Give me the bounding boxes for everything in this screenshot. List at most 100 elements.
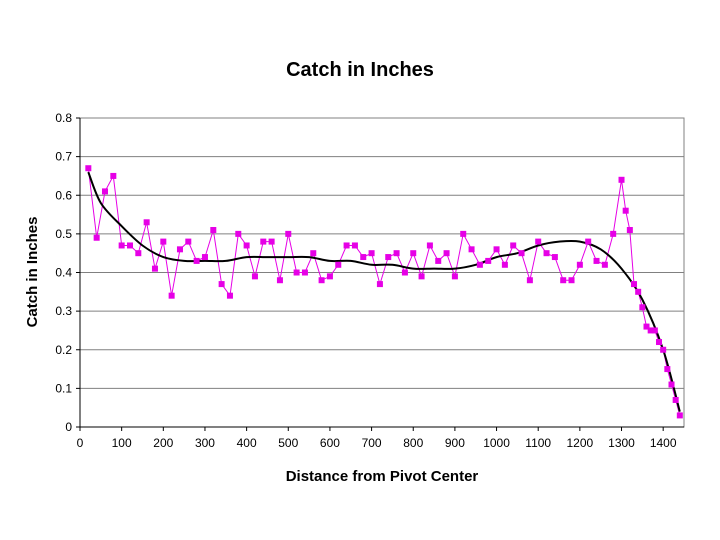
data-point bbox=[318, 277, 325, 284]
data-point bbox=[410, 250, 417, 257]
y-tick-label: 0.8 bbox=[55, 111, 72, 125]
data-point bbox=[251, 273, 258, 280]
data-point bbox=[243, 242, 250, 249]
data-point bbox=[326, 273, 333, 280]
data-point bbox=[535, 238, 542, 245]
data-point bbox=[551, 254, 558, 261]
plot-area: 0 0.1 0.2 0.3 0.4 0.5 0.6 0.7 0.8 0 100 200 300 400 50… bbox=[55, 111, 685, 450]
data-point bbox=[351, 242, 358, 249]
x-tick-label: 300 bbox=[195, 436, 215, 450]
x-tick-label: 1400 bbox=[650, 436, 677, 450]
x-tick-label: 1100 bbox=[525, 436, 551, 450]
data-point bbox=[210, 227, 217, 234]
data-point bbox=[218, 281, 225, 288]
data-point bbox=[664, 366, 671, 373]
data-point bbox=[635, 288, 642, 295]
x-tick-label: 200 bbox=[153, 436, 173, 450]
x-tick-label: 1200 bbox=[567, 436, 594, 450]
x-tick-label: 900 bbox=[445, 436, 465, 450]
data-point bbox=[293, 269, 300, 276]
data-point bbox=[622, 207, 629, 214]
data-point bbox=[160, 238, 167, 245]
data-point bbox=[501, 261, 508, 268]
y-tick-label: 0.7 bbox=[55, 150, 72, 164]
x-axis-label: Distance from Pivot Center bbox=[286, 468, 479, 485]
y-tick-label: 0.3 bbox=[55, 304, 72, 318]
data-point bbox=[401, 269, 408, 276]
data-point bbox=[651, 327, 658, 334]
data-point bbox=[126, 242, 133, 249]
data-point bbox=[301, 269, 308, 276]
data-point bbox=[335, 261, 342, 268]
y-tick-label: 0.2 bbox=[55, 343, 72, 357]
data-point bbox=[618, 176, 625, 183]
data-point bbox=[526, 277, 533, 284]
data-point bbox=[543, 250, 550, 257]
y-tick-label: 0 bbox=[65, 420, 72, 434]
data-point bbox=[460, 230, 467, 237]
data-point bbox=[260, 238, 267, 245]
data-point bbox=[643, 323, 650, 330]
data-point bbox=[360, 254, 367, 261]
data-point bbox=[85, 165, 92, 172]
x-tick-label: 800 bbox=[403, 436, 423, 450]
y-axis-label: Catch in Inches bbox=[24, 217, 41, 328]
data-point bbox=[568, 277, 575, 284]
data-point bbox=[168, 292, 175, 299]
data-point bbox=[368, 250, 375, 257]
data-point bbox=[626, 227, 633, 234]
data-point bbox=[560, 277, 567, 284]
data-point bbox=[601, 261, 608, 268]
data-point bbox=[510, 242, 517, 249]
data-point bbox=[610, 230, 617, 237]
data-point bbox=[118, 242, 125, 249]
data-point bbox=[310, 250, 317, 257]
data-point bbox=[631, 281, 638, 288]
x-tick-label: 400 bbox=[237, 436, 257, 450]
data-point bbox=[493, 246, 500, 253]
y-tick-label: 0.1 bbox=[55, 381, 72, 395]
x-tick-label: 100 bbox=[112, 436, 132, 450]
data-point bbox=[376, 281, 383, 288]
data-point bbox=[143, 219, 150, 226]
y-tick-label: 0.4 bbox=[55, 266, 72, 280]
x-tick-label: 700 bbox=[362, 436, 382, 450]
data-point bbox=[576, 261, 583, 268]
data-point bbox=[151, 265, 158, 272]
trendline bbox=[87, 171, 681, 412]
data-point bbox=[660, 346, 667, 353]
x-tick-label: 0 bbox=[77, 436, 84, 450]
x-tick-label: 1000 bbox=[483, 436, 510, 450]
data-point bbox=[668, 381, 675, 388]
data-point bbox=[585, 238, 592, 245]
data-point bbox=[176, 246, 183, 253]
data-point bbox=[235, 230, 242, 237]
x-tick-label: 600 bbox=[320, 436, 340, 450]
data-point bbox=[193, 257, 200, 264]
data-point bbox=[418, 273, 425, 280]
data-point bbox=[656, 339, 663, 346]
data-point bbox=[393, 250, 400, 257]
data-point bbox=[426, 242, 433, 249]
x-tick-label: 1300 bbox=[608, 436, 635, 450]
chart-title: Catch in Inches bbox=[286, 59, 434, 81]
data-point bbox=[276, 277, 283, 284]
data-point bbox=[343, 242, 350, 249]
data-point bbox=[110, 172, 117, 179]
data-point bbox=[93, 234, 100, 241]
data-point bbox=[435, 257, 442, 264]
data-point bbox=[135, 250, 142, 257]
x-tick-label: 500 bbox=[278, 436, 298, 450]
data-point bbox=[476, 261, 483, 268]
data-point bbox=[185, 238, 192, 245]
data-point bbox=[518, 250, 525, 257]
data-point bbox=[451, 273, 458, 280]
data-point bbox=[672, 396, 679, 403]
y-tick-label: 0.5 bbox=[55, 227, 72, 241]
data-point bbox=[676, 412, 683, 419]
data-point bbox=[468, 246, 475, 253]
data-point bbox=[485, 257, 492, 264]
data-point bbox=[443, 250, 450, 257]
data-point bbox=[101, 188, 108, 195]
